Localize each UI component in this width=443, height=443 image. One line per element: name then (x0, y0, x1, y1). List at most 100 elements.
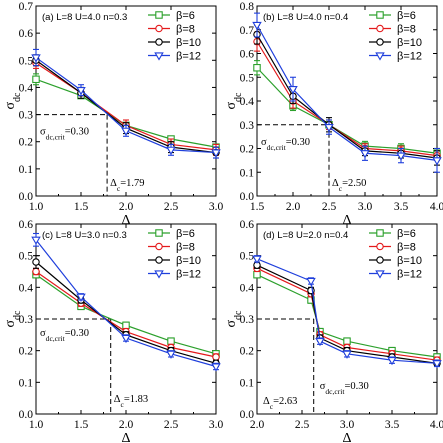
x-tick-label: 2.0 (286, 201, 301, 213)
legend-label: β=6 (176, 10, 195, 22)
series-line (256, 274, 438, 358)
legend-item-2: β=10 (369, 255, 422, 267)
legend-marker (375, 52, 385, 61)
y-tick-label: 0.3 (240, 314, 255, 326)
y-tick-label: 0.4 (19, 282, 34, 294)
y-axis-title-sub: dc (233, 92, 244, 102)
legend-label: β=10 (176, 37, 201, 49)
y-axis-title: σdc (3, 92, 23, 110)
y-tick-label: 0.4 (19, 82, 34, 94)
legend-label: β=6 (176, 228, 195, 240)
x-axis-title: Δ (121, 213, 130, 228)
y-axis-title: σdc (224, 310, 244, 328)
data-point (253, 64, 261, 72)
data-point (167, 337, 175, 345)
data-point (31, 236, 41, 245)
series-line (256, 41, 438, 157)
x-tick-label: 2.0 (119, 201, 134, 213)
y-tick-label: 0.0 (19, 409, 34, 421)
y-tick-label: 0.3 (240, 120, 255, 132)
x-tick-label: 1.5 (74, 419, 89, 431)
legend-item-0: β=6 (369, 228, 416, 240)
legend-label: β=8 (176, 24, 195, 36)
x-tick-label: 2.5 (164, 419, 179, 431)
y-tick-label: 0.1 (240, 377, 255, 389)
y-axis-title-main: σ (224, 102, 239, 110)
crit-delta-label: Δc=1.79 (110, 178, 144, 193)
y-tick-label: 0.8 (240, 1, 255, 13)
legend-label: β=6 (397, 10, 416, 22)
crit-delta-label-main: Δ (110, 178, 117, 189)
legend-label: β=12 (397, 269, 422, 281)
x-tick-label: 2.0 (119, 419, 134, 431)
crit-sigma-label-value: =0.30 (65, 127, 89, 138)
x-tick-label: 2.0 (250, 419, 265, 431)
series-line (256, 258, 438, 364)
legend-marker (376, 38, 384, 46)
crit-sigma-label-sub: dc,crit (267, 142, 287, 151)
data-point (387, 357, 397, 366)
data-point (32, 267, 40, 276)
y-tick-label: 0.1 (19, 164, 34, 176)
data-point (76, 86, 86, 96)
y-tick-label: 0.7 (19, 1, 34, 13)
legend-marker (154, 52, 164, 61)
legend-item-0: β=6 (148, 10, 195, 22)
crit-delta-label-value: =1.83 (124, 394, 148, 405)
data-point (121, 334, 131, 344)
data-point (324, 123, 334, 133)
legend-marker (155, 242, 163, 251)
crit-delta-label-main: Δ (114, 394, 121, 405)
x-tick-label: 4.0 (430, 419, 443, 431)
legend-marker (375, 270, 385, 279)
crit-sigma-label: σdc,crit=0.30 (40, 328, 89, 343)
crit-sigma-label: σdc,crit=0.30 (261, 137, 310, 152)
x-axis-title: Δ (342, 431, 351, 443)
x-tick-label: 3.0 (358, 201, 373, 213)
series-line (256, 264, 438, 364)
data-point (32, 75, 40, 84)
data-point (32, 258, 40, 266)
y-tick-label: 0.5 (19, 55, 34, 67)
data-point (342, 350, 352, 359)
crit-delta-label: Δc=2.50 (332, 178, 366, 193)
crit-sigma-label: σdc,crit=0.30 (40, 127, 89, 142)
x-tick-label: 3.0 (340, 419, 355, 431)
legend-marker (376, 24, 384, 33)
legend-label: β=12 (397, 51, 422, 63)
series-0 (32, 270, 220, 358)
y-tick-label: 0.6 (240, 219, 255, 231)
crit-sigma-label-value: =0.30 (344, 381, 368, 392)
data-point (288, 85, 298, 95)
legend-marker (155, 256, 163, 264)
crit-delta-label-sub: c (120, 400, 124, 409)
crit-sigma-label-sub: dc,crit (325, 387, 345, 396)
series-line (256, 267, 438, 361)
legend-item-3: β=12 (148, 51, 201, 63)
crit-delta-label-sub: c (117, 184, 121, 193)
crit-delta-label-value: =1.79 (120, 178, 144, 189)
legend-marker (376, 256, 384, 264)
y-tick-label: 0.1 (19, 377, 34, 389)
data-point (212, 353, 220, 361)
data-point (432, 157, 442, 166)
chart-panel-1: 1.5 2.0 2.5 3.0 3.5 4.0 0.0 0.1 0.2 0.3 0.4 0.5 0.6 0… (224, 1, 443, 228)
y-tick-label: 0.3 (19, 110, 34, 122)
legend-marker (376, 229, 384, 237)
crit-delta-label: Δc=1.83 (114, 394, 148, 409)
data-point (166, 146, 176, 155)
y-tick-label: 0.6 (240, 49, 255, 61)
legend-item-0: β=6 (369, 10, 416, 22)
y-axis-title-sub: dc (12, 92, 23, 102)
series-line (256, 67, 438, 154)
y-tick-label: 0.2 (240, 144, 255, 156)
legend-item-1: β=8 (369, 242, 416, 254)
crit-sigma-label-sub: dc,crit (46, 132, 66, 141)
y-axis-title-main: σ (3, 320, 18, 328)
x-axis-title: Δ (342, 213, 351, 228)
data-point (253, 270, 261, 279)
y-tick-label: 0.5 (19, 251, 34, 263)
panel-label: (a) L=8 U=4.0 n=0.3 (42, 12, 127, 23)
data-point (343, 337, 351, 345)
